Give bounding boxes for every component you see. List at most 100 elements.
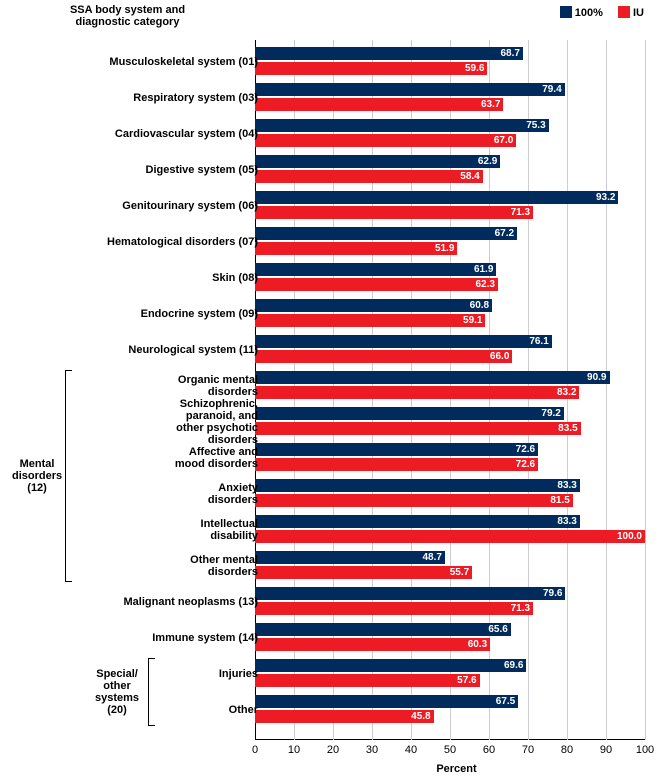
- bar-b: 62.3: [255, 278, 498, 291]
- bar-value: 65.6: [488, 623, 507, 636]
- bar-b: 58.4: [255, 170, 483, 183]
- category-label: Endocrine system (09): [98, 308, 258, 320]
- bar-value: 60.3: [468, 638, 487, 651]
- bar-b: 57.6: [255, 674, 480, 687]
- x-tick-label: 20: [327, 744, 339, 756]
- bar-value: 48.7: [422, 551, 441, 564]
- bar-value: 76.1: [529, 335, 548, 348]
- category-label: Schizophrenic, paranoid, and other psych…: [168, 398, 258, 446]
- bar-value: 79.2: [541, 407, 560, 420]
- bar-a: 60.8: [255, 299, 492, 312]
- group-bracket: [65, 370, 66, 582]
- bar-a: 65.6: [255, 623, 511, 636]
- group-label: Special/othersystems(20): [95, 668, 139, 716]
- category-label: Respiratory system (03): [98, 92, 258, 104]
- category-label: Neurological system (11): [98, 344, 258, 356]
- bar-a: 67.5: [255, 695, 518, 708]
- bar-value: 51.9: [435, 242, 454, 255]
- x-tick-label: 10: [288, 744, 300, 756]
- x-axis-title: Percent: [0, 763, 658, 775]
- bar-a: 48.7: [255, 551, 445, 564]
- bar-a: 83.3: [255, 479, 580, 492]
- bar-value: 62.3: [476, 278, 495, 291]
- bar-a: 62.9: [255, 155, 500, 168]
- x-tick-label: 100: [636, 744, 654, 756]
- category-label: Injuries: [168, 668, 258, 680]
- bar-a: 90.9: [255, 371, 610, 384]
- bar-b: 83.2: [255, 386, 579, 399]
- bar-value: 81.5: [550, 494, 569, 507]
- bar-b: 67.0: [255, 134, 516, 147]
- bar-a: 75.3: [255, 119, 549, 132]
- category-label: Genitourinary system (06): [98, 200, 258, 212]
- bar-a: 69.6: [255, 659, 526, 672]
- x-tick-label: 80: [561, 744, 573, 756]
- bar-b: 71.3: [255, 602, 533, 615]
- plot-area: 68.7 59.6 79.4 63.7 75.3 67.0 62.9 58.4 93.2 71.3…: [255, 40, 645, 740]
- bar-value: 83.3: [557, 515, 576, 528]
- bar-a: 79.2: [255, 407, 564, 420]
- category-label: Affective and mood disorders: [168, 446, 258, 470]
- legend-swatch-a: [560, 6, 572, 18]
- bar-value: 93.2: [596, 191, 615, 204]
- bar-value: 69.6: [504, 659, 523, 672]
- bar-b: 66.0: [255, 350, 512, 363]
- bar-b: 59.6: [255, 62, 487, 75]
- bar-value: 45.8: [411, 710, 430, 723]
- bar-value: 62.9: [478, 155, 497, 168]
- bar-a: 72.6: [255, 443, 538, 456]
- bar-b: 83.5: [255, 422, 581, 435]
- x-tick-label: 90: [600, 744, 612, 756]
- bar-b: 45.8: [255, 710, 434, 723]
- bar-value: 67.2: [495, 227, 514, 240]
- category-label: Digestive system (05): [98, 164, 258, 176]
- bar-value: 90.9: [587, 371, 606, 384]
- category-label: Other mental disorders: [168, 554, 258, 578]
- category-label: Organic mental disorders: [168, 374, 258, 398]
- bar-value: 100.0: [617, 530, 642, 543]
- bar-b: 81.5: [255, 494, 573, 507]
- grid-line: [645, 40, 646, 740]
- group-label: Mentaldisorders(12): [12, 458, 62, 494]
- bar-value: 63.7: [481, 98, 500, 111]
- category-label: Cardiovascular system (04): [98, 128, 258, 140]
- x-tick-label: 30: [366, 744, 378, 756]
- category-label: Musculoskeletal system (01): [98, 56, 258, 68]
- category-label: Malignant neoplasms (13): [98, 596, 258, 608]
- bar-value: 67.5: [496, 695, 515, 708]
- bar-value: 79.6: [543, 587, 562, 600]
- x-tick-label: 60: [483, 744, 495, 756]
- bar-b: 72.6: [255, 458, 538, 471]
- category-label: Intellectual disability: [168, 518, 258, 542]
- bar-b: 100.0: [255, 530, 645, 543]
- bar-a: 83.3: [255, 515, 580, 528]
- legend-item-b: IU: [618, 6, 644, 19]
- category-label: Skin (08): [98, 272, 258, 284]
- chart-header: SSA body system and diagnostic category: [0, 4, 255, 28]
- legend-swatch-b: [618, 6, 630, 18]
- bar-b: 59.1: [255, 314, 485, 327]
- legend: 100% IU: [548, 6, 644, 19]
- legend-item-a: 100%: [560, 6, 603, 19]
- chart-container: SSA body system and diagnostic category …: [0, 0, 658, 781]
- header-line-1: SSA body system and: [70, 4, 185, 16]
- bar-value: 83.3: [557, 479, 576, 492]
- bar-value: 57.6: [457, 674, 476, 687]
- header-line-2: diagnostic category: [76, 16, 180, 28]
- category-label: Hematological disorders (07): [98, 236, 258, 248]
- bar-value: 72.6: [516, 443, 535, 456]
- group-bracket: [148, 658, 149, 726]
- category-label: Other: [168, 704, 258, 716]
- grid-line: [606, 40, 607, 740]
- bar-a: 93.2: [255, 191, 618, 204]
- bar-value: 68.7: [500, 47, 519, 60]
- bar-value: 83.5: [558, 422, 577, 435]
- bar-value: 61.9: [474, 263, 493, 276]
- bar-a: 79.4: [255, 83, 565, 96]
- bar-value: 67.0: [494, 134, 513, 147]
- legend-label-b: IU: [633, 7, 644, 19]
- bar-value: 71.3: [511, 206, 530, 219]
- bar-b: 71.3: [255, 206, 533, 219]
- bar-a: 61.9: [255, 263, 496, 276]
- bar-a: 68.7: [255, 47, 523, 60]
